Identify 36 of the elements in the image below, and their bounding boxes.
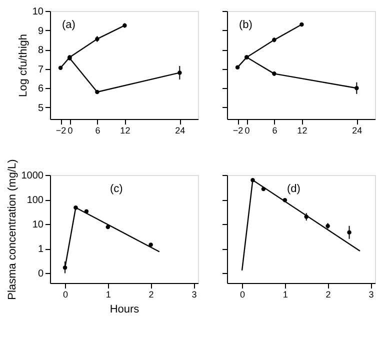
y-tick-label: 9 [38,26,44,37]
y-tick-label: 10 [32,220,44,231]
x-tick-label: 0 [244,126,250,136]
y-tick-label: 6 [38,84,44,95]
x-tick-label: 12 [297,126,308,136]
x-tick-label: 24 [352,126,362,136]
x-tick-label: 0 [63,290,68,300]
x-tick-label: 12 [120,126,130,136]
annotation: (b) [239,19,252,31]
x-axis-title: Hours [110,304,140,316]
y-axis-title: Log cfu/thigh [17,34,30,97]
x-tick-label: 2 [326,290,331,300]
x-tick-label: 3 [192,290,197,300]
annotation: (d) [287,183,300,195]
x-tick-label: 6 [272,126,278,136]
x-tick-label: 6 [95,126,100,136]
y-axis-title: Plasma concentration (mg/L) [6,159,18,300]
y-tick-label: 8 [38,45,44,56]
annotation: (a) [62,19,76,31]
x-tick-label: 1 [106,290,111,300]
x-tick-label: 0 [68,126,73,136]
x-tick-label: 2 [148,290,154,300]
y-tick-label: 1000 [21,170,44,182]
y-tick-label: 10 [32,6,44,18]
x-tick-label: 0 [240,290,246,300]
y-tick-label: 100 [26,195,44,206]
y-tick-label: 1 [38,244,44,256]
y-tick-label: 0 [38,268,44,280]
annotation: (c) [110,183,123,195]
x-tick-label: 3 [368,290,374,300]
x-tick-label: 1 [282,290,288,300]
x-tick-label: 24 [175,126,186,136]
x-tick-label: −2 [56,126,66,136]
y-tick-label: 7 [38,64,44,76]
y-tick-label: 5 [38,102,44,114]
x-tick-label: −2 [232,126,244,136]
